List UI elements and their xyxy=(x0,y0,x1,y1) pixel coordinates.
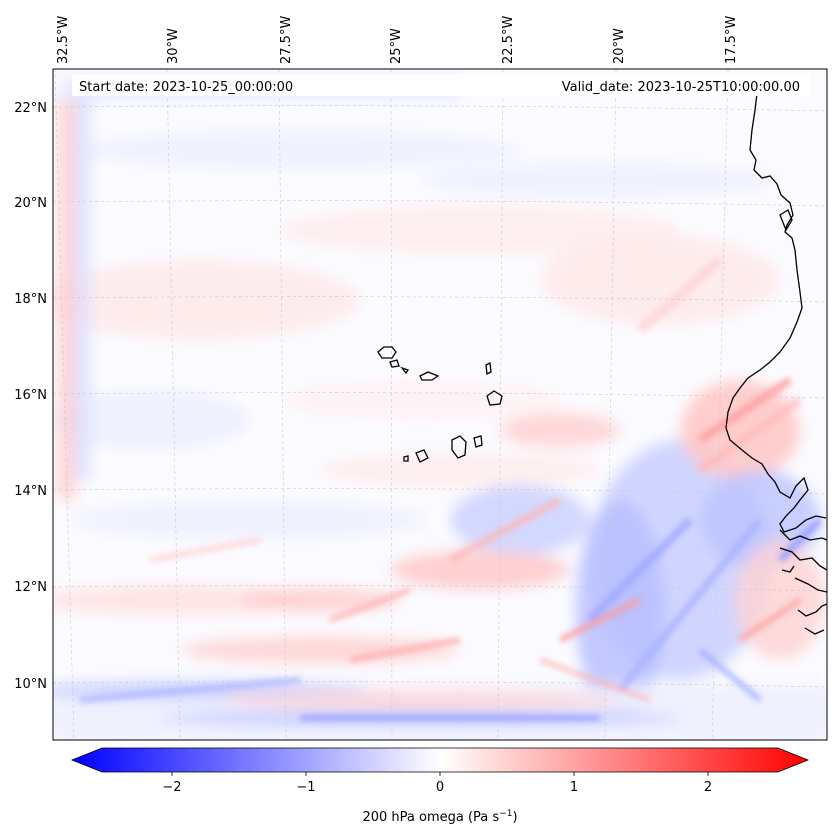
lon-label: 25°W xyxy=(389,28,404,64)
date-banner xyxy=(72,75,810,96)
island xyxy=(486,390,503,406)
colorbar-label: 200 hPa omega (Pa s−1) xyxy=(362,809,517,825)
colorbar-tick-label: −2 xyxy=(162,780,181,795)
lon-label: 30°W xyxy=(166,28,181,64)
island xyxy=(473,435,483,448)
omega-field xyxy=(53,69,827,740)
colorbar-tick-label: −1 xyxy=(296,780,315,795)
colorbar-tick-label: 2 xyxy=(704,780,712,795)
lon-label: 27.5°W xyxy=(279,16,294,64)
lon-label: 20°W xyxy=(612,28,627,64)
lat-label: 10°N xyxy=(14,677,47,692)
map-frame xyxy=(52,68,828,741)
coastline xyxy=(377,84,827,635)
colorbar-tick-label: 1 xyxy=(570,780,578,795)
map-panel: Start date: 2023-10-25_00:00:00 Valid_da… xyxy=(52,68,828,741)
graticule xyxy=(53,69,827,740)
lat-label: 22°N xyxy=(14,101,47,116)
latitude-labels: 22°N 20°N 18°N 16°N 14°N 12°N 10°N xyxy=(14,101,47,692)
longitude-labels: 32.5°W 30°W 27.5°W 25°W 22.5°W 20°W 17.5… xyxy=(56,16,739,64)
colorbar: −2 −1 0 1 2 200 hPa omega (Pa s−1) xyxy=(70,747,810,825)
island xyxy=(403,455,409,462)
island xyxy=(389,359,400,368)
island xyxy=(485,362,492,375)
lon-label: 17.5°W xyxy=(724,16,739,64)
island xyxy=(451,435,467,459)
colorbar-tick-label: 0 xyxy=(436,780,444,795)
colorbar-ticks xyxy=(171,772,709,776)
africa-coastline xyxy=(725,84,827,533)
omega-streaks xyxy=(79,256,823,721)
lat-label: 14°N xyxy=(14,484,47,499)
valid-date: Valid_date: 2023-10-25T10:00:00.00 xyxy=(562,80,800,95)
island xyxy=(400,366,410,375)
island xyxy=(415,449,429,463)
island xyxy=(377,346,397,359)
lon-label: 22.5°W xyxy=(501,16,516,64)
colorbar-fill xyxy=(70,747,810,773)
lat-label: 18°N xyxy=(14,292,47,307)
lat-label: 20°N xyxy=(14,196,47,211)
lat-label: 12°N xyxy=(14,580,47,595)
lat-label: 16°N xyxy=(14,388,47,403)
start-date: Start date: 2023-10-25_00:00:00 xyxy=(79,80,293,95)
island xyxy=(419,371,440,381)
lon-label: 32.5°W xyxy=(56,16,71,64)
